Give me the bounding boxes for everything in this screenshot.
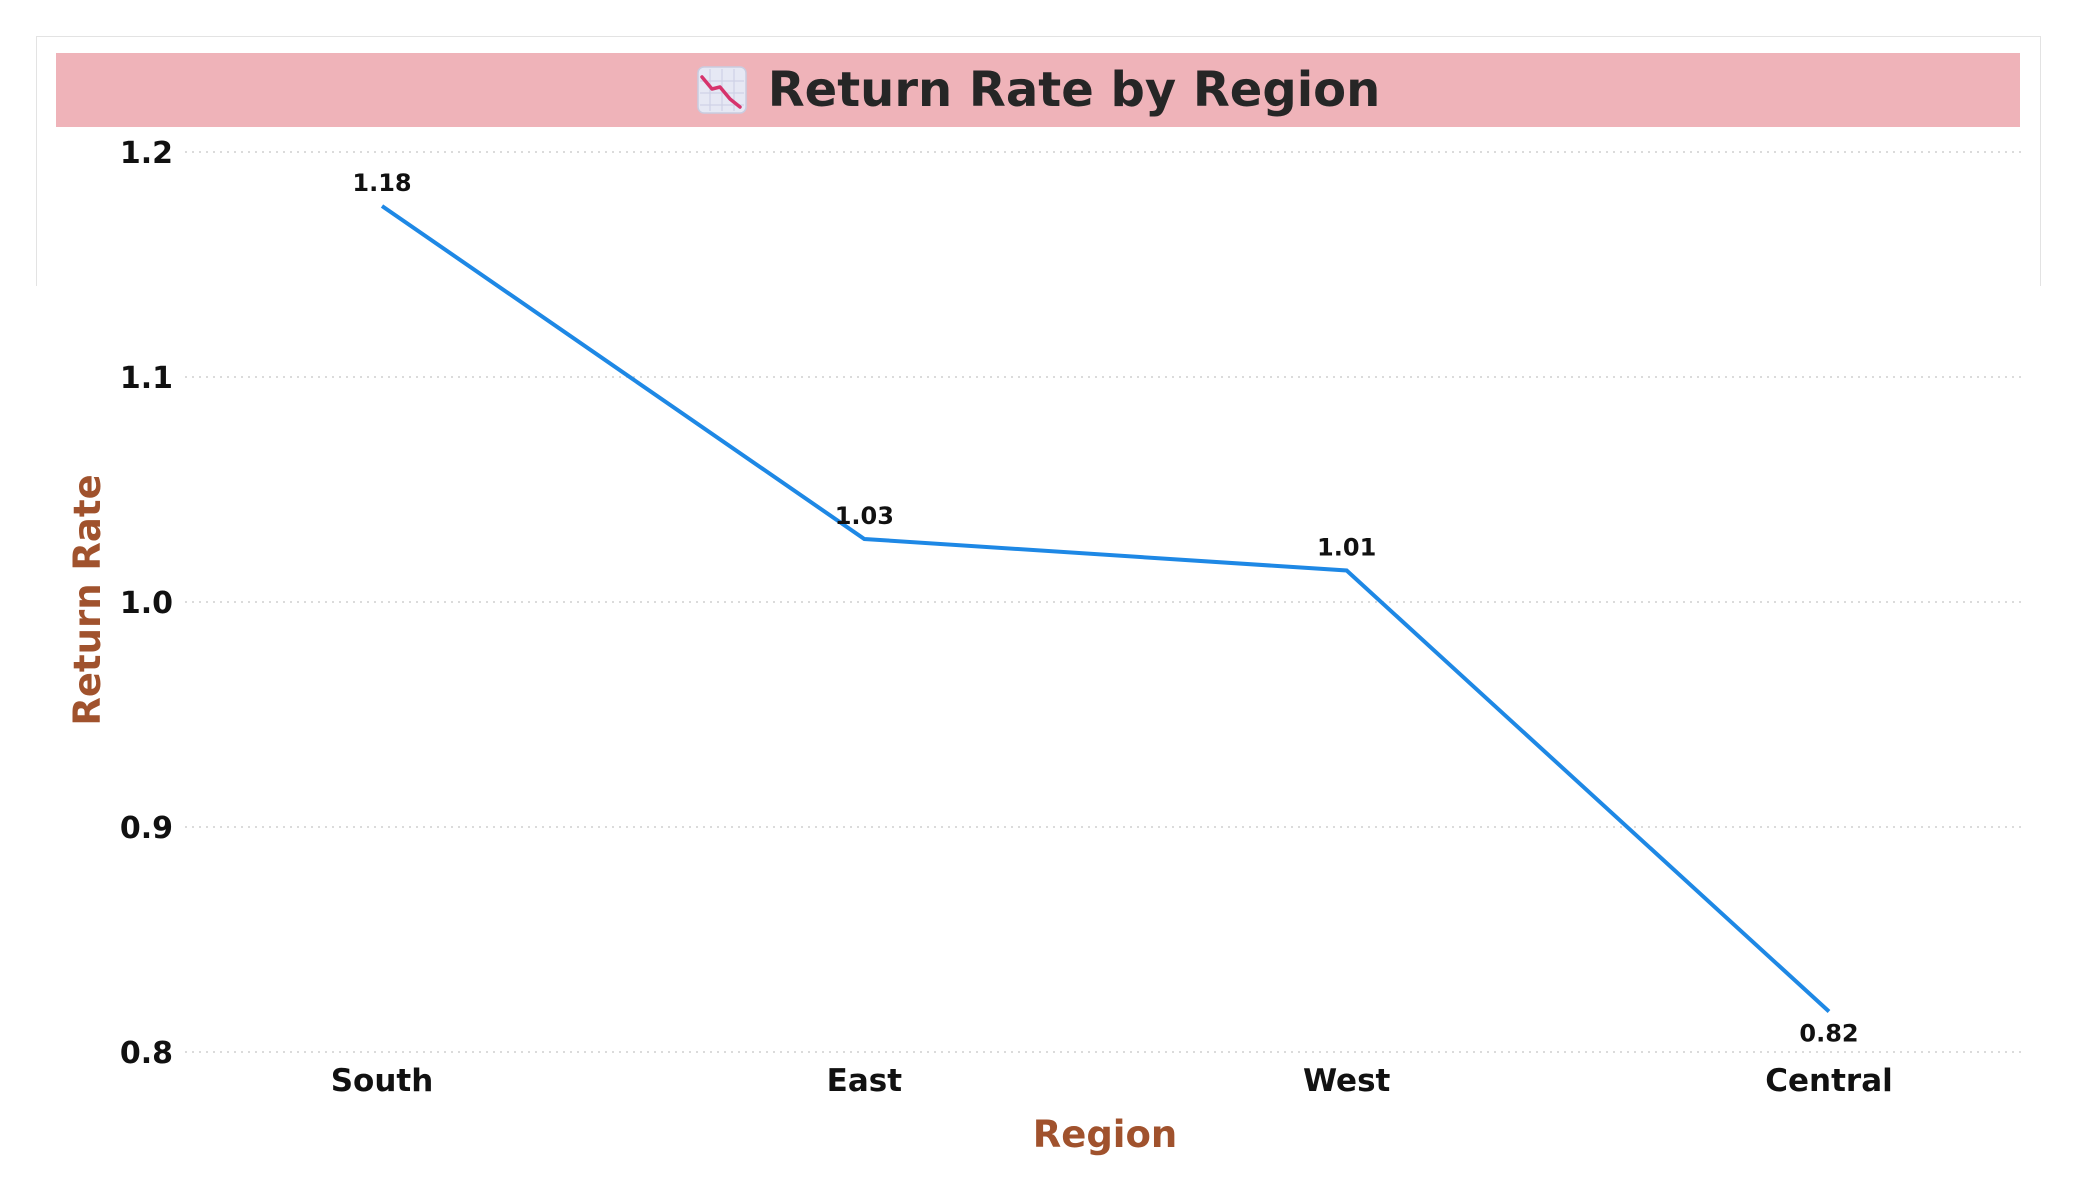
y-axis-ticks: 0.8 0.9 1.0 1.1 1.2 (120, 136, 173, 1071)
data-label: 1.01 (1317, 534, 1376, 562)
x-tick-label: West (1303, 1063, 1391, 1099)
series-line (380, 204, 1831, 1013)
data-label: 1.18 (352, 169, 411, 197)
data-labels: 1.18 1.03 1.01 0.82 (352, 169, 1858, 1048)
x-tick-label: East (827, 1063, 903, 1099)
x-axis-label: Region (1033, 1113, 1178, 1156)
gridlines (185, 151, 2025, 1053)
y-tick-label: 1.2 (120, 136, 173, 171)
chart-title-bar: Return Rate by Region (56, 53, 2020, 127)
y-tick-label: 0.8 (120, 1036, 173, 1071)
chart-decreasing-icon (696, 66, 747, 114)
x-axis-ticks: South East West Central (331, 1063, 1893, 1099)
y-tick-label: 1.1 (120, 361, 173, 396)
series-line-layer (380, 204, 1831, 1013)
y-axis-label: Return Rate (66, 474, 109, 725)
y-tick-label: 1.0 (120, 586, 173, 621)
chart-title: Return Rate by Region (767, 62, 1381, 118)
data-label: 0.82 (1799, 1020, 1858, 1048)
data-label: 1.03 (835, 502, 894, 530)
x-tick-label: South (331, 1063, 434, 1099)
x-tick-label: Central (1765, 1063, 1893, 1099)
y-tick-label: 0.9 (120, 811, 173, 846)
chart-frame (36, 36, 2041, 286)
